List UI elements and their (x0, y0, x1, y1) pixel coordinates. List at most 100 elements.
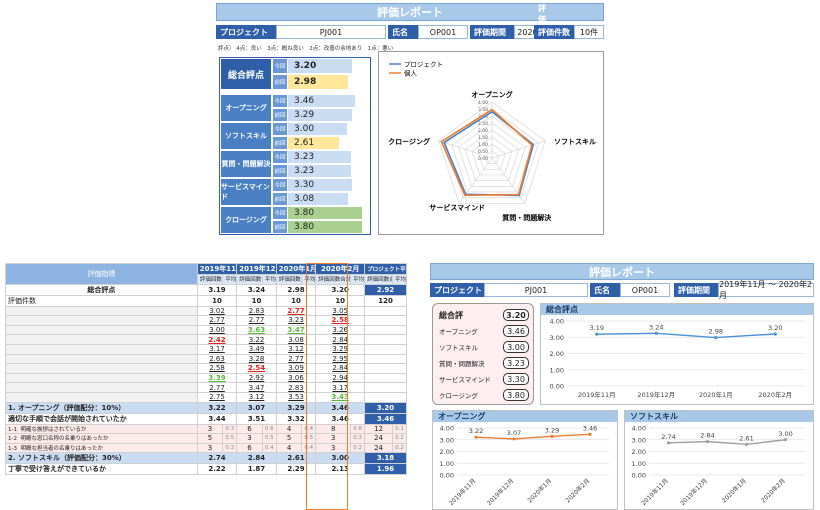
table-row: 2.63 3.28 2.77 2.95 (5, 353, 407, 365)
item-value: 3 (236, 433, 263, 444)
cat-label-0: オープニング (220, 94, 272, 122)
radar-grid (471, 136, 513, 176)
detail-value: 2.83 (236, 305, 277, 317)
item-value: 6 (236, 442, 263, 454)
info-value-project: PJ001 (276, 25, 386, 39)
data-label: 3.00 (778, 430, 792, 438)
th-sub-avg: 平均 (391, 274, 407, 285)
data-point (705, 440, 710, 444)
data-label: 2.74 (661, 433, 675, 441)
th-month: 2019年12月 (236, 263, 277, 275)
y-tick-label: 4.00 (550, 318, 564, 326)
radar-legend-label: 個人 (404, 69, 418, 78)
radar-spoke (491, 140, 546, 159)
radar-legend-label: プロジェクト (404, 61, 443, 69)
detail-value: 3.47 (236, 382, 277, 393)
x-tick-label: 2020年2月 (759, 477, 787, 505)
item-value: 0.8 (350, 423, 366, 435)
cat-this-value-2: 3.23 (288, 150, 370, 164)
x-tick-label: 2020年2月 (564, 477, 592, 505)
summary-value: 3.20 (503, 309, 529, 321)
detail-value: 2.84 (315, 363, 366, 374)
radar-legend-item: プロジェクト (389, 61, 443, 69)
y-tick-label: 3.00 (632, 436, 646, 444)
total-score-label: 総合評点 (220, 58, 272, 90)
section-value: 3.22 (196, 401, 238, 414)
data-label: 3.46 (583, 424, 597, 432)
item-value: 4 (275, 423, 303, 435)
summary-label: サービスマインド (439, 376, 491, 384)
cat-prev-label-1: 前回 (272, 136, 288, 150)
data-label: 3.20 (768, 324, 782, 332)
th-sub-count: 評価回数合計 (196, 274, 224, 285)
detail-value: 2.77 (236, 315, 277, 326)
radar-grid (484, 150, 500, 164)
x-tick-label: 2020年1月 (720, 477, 748, 505)
section-value: 3.44 (196, 412, 238, 425)
detail-value: 3.06 (275, 372, 317, 384)
radar-tick-label: 2.50 (478, 121, 488, 127)
cat-prev-value-0: 3.29 (288, 108, 370, 122)
x-tick-label: 2020年1月 (699, 390, 733, 399)
detail-value: 3.28 (236, 353, 277, 365)
y-tick-label: 2.00 (440, 448, 454, 456)
y-tick-label: 0.00 (632, 472, 646, 480)
score-list: 総合評点 今回 前回 3.20 2.98 オープニング 今回 前回 3.46 3… (219, 57, 371, 235)
table-row: 3.00 3.63 3.47 3.26 (5, 324, 407, 336)
cat-prev-label-3: 前回 (272, 192, 288, 206)
summary-label: ソフトスキル (439, 344, 478, 352)
th-sub-count: 評価回数合計 (364, 274, 393, 285)
section-value: 3.00 (315, 452, 366, 465)
detail-value: 3.12 (236, 391, 277, 403)
detail-value: 2.77 (196, 382, 238, 393)
item-value: 3 (196, 423, 224, 435)
item-value: 3 (315, 442, 352, 454)
y-tick-label: 1.00 (632, 460, 646, 468)
item-value: 5 (196, 433, 224, 444)
detail-value: 2.42 (196, 334, 238, 345)
cat-this-label-1: 今回 (272, 122, 288, 136)
report-title: 評価レポート (216, 3, 604, 21)
detail-value: 2.54 (236, 363, 277, 374)
section-value: 3.51 (236, 412, 277, 425)
radar-tick-label: 2.00 (478, 128, 488, 134)
summary-value: 3.46 (503, 325, 529, 337)
evaluation-table-panel: 評価指標2019年11月2019年12月2020年1月2020年2月プロジェクト… (5, 263, 407, 510)
count-row-value: 10 (315, 294, 366, 307)
data-label: 2.98 (709, 328, 723, 336)
item-value: 12 (364, 423, 393, 435)
cat-this-value-3: 3.30 (288, 178, 370, 192)
data-label: 3.22 (469, 427, 483, 435)
y-tick-label: 2.00 (632, 448, 646, 456)
count-row-value: 10 (236, 294, 277, 307)
x-tick-label: 2019年11月 (640, 477, 670, 507)
table-row: 2.77 2.77 3.23 2.58 (5, 315, 407, 326)
radar-axis-label: 質問・問題解決 (502, 213, 552, 222)
detail-value: 3.47 (275, 324, 317, 336)
summary-label: 質問・問題解決 (439, 360, 485, 368)
data-label: 3.07 (507, 429, 521, 437)
summary-value: 3.00 (503, 341, 529, 353)
total-row-value: 2.92 (364, 283, 407, 296)
cat-prev-value-3: 3.08 (288, 192, 370, 206)
total-prev-label: 前回 (272, 74, 288, 90)
radar-chart-svg: プロジェクト個人4.003.503.002.502.001.501.000.50… (388, 61, 596, 223)
x-tick-label: 2019年12月 (637, 390, 675, 399)
section-value: 2.84 (236, 452, 277, 465)
detail-value: 3.17 (196, 343, 238, 355)
total-row-label: 総合評点 (5, 283, 198, 296)
softskill-chart-title: ソフトスキル (625, 411, 813, 422)
radar-legend-item: 個人 (389, 69, 418, 78)
section-value: 1.96 (364, 463, 407, 476)
detail-value: 3.22 (236, 334, 277, 345)
section-value: 3.46 (315, 412, 366, 425)
cat-prev-value-1: 2.61 (288, 136, 370, 150)
opening-chart: オープニング 4.00 3.00 2.00 1.00 0.00 3.22 3.07 3.29 3… (432, 410, 618, 510)
data-point (595, 332, 599, 336)
summary-value: 3.30 (503, 373, 529, 385)
radar-tick-label: 1.50 (478, 135, 488, 141)
series-line (475, 433, 591, 440)
total-row-value: 3.19 (196, 283, 238, 296)
y-tick-label: 1.00 (550, 366, 564, 374)
data-point (550, 434, 554, 438)
